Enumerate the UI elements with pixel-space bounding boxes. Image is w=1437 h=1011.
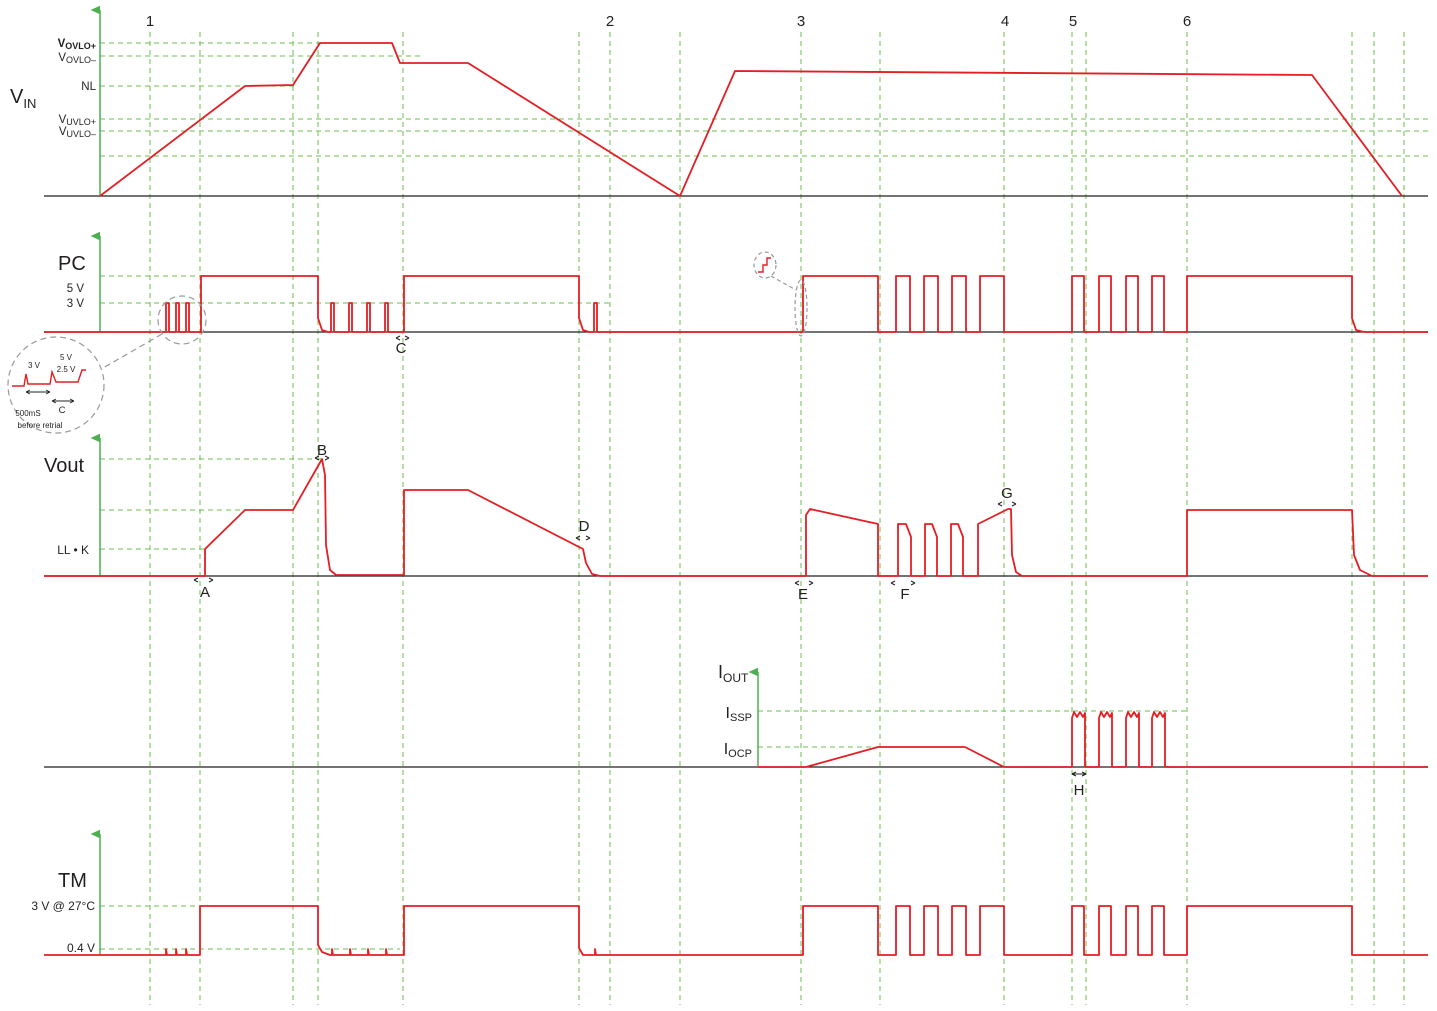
inset-3v-label: 3 V	[28, 361, 41, 370]
vout-level-lines	[100, 458, 322, 550]
vout-ll-k-label: LL • K	[57, 543, 89, 557]
tm-0p4v-label: 0.4 V	[67, 941, 95, 955]
vout-trace	[44, 458, 1428, 577]
pc-marker-c: C	[396, 335, 410, 357]
iout-iocp-label: IOCP	[724, 741, 752, 760]
pc-trace	[44, 275, 1428, 333]
vout-marker-g: G	[997, 485, 1017, 507]
svg-text:H: H	[1074, 782, 1085, 799]
vin-uvlo-plus-label: VUVLO+	[59, 114, 96, 127]
inset-note-line1: 500mS	[15, 409, 40, 418]
vin-panel: VIN VOVLO+ VOVLO– NL VUVLO+ VUVLO–	[10, 5, 1428, 197]
event-numbers: 1 2 3 4 5 6	[146, 13, 1191, 30]
iout-panel: IOUT ISSP IOCP H	[44, 662, 1428, 799]
vout-marker-e: E	[794, 580, 814, 603]
pc-5v-label: 5 V	[67, 283, 85, 295]
vout-label: Vout	[44, 455, 84, 477]
pc-step-callout	[753, 251, 808, 337]
vin-ovlo-plus-label: VOVLO+	[58, 38, 96, 51]
svg-text:E: E	[798, 586, 808, 603]
iout-label: IOUT	[718, 662, 749, 685]
iout-level-lines	[758, 710, 1187, 748]
inset-note-line2: before retrial	[18, 421, 63, 430]
inset-500ms-arrow	[25, 389, 51, 395]
event-number-4: 4	[1001, 13, 1009, 30]
event-number-1: 1	[146, 13, 154, 30]
callout-target-circle	[157, 295, 207, 345]
event-number-3: 3	[797, 13, 805, 30]
event-number-2: 2	[606, 13, 614, 30]
svg-text:C: C	[396, 340, 407, 357]
svg-text:F: F	[900, 586, 909, 603]
inset-5v-label: 5 V	[60, 353, 73, 362]
callout-leader	[95, 333, 163, 373]
iout-issp-label: ISSP	[726, 705, 752, 724]
inset-2p5v-label: 2.5 V	[57, 365, 76, 374]
svg-text:D: D	[579, 518, 590, 535]
event-number-6: 6	[1183, 13, 1191, 30]
callout-inset-circle	[7, 336, 105, 434]
vin-ovlo-minus-label: VOVLO–	[58, 52, 96, 65]
pc-startup-callout: 3 V 5 V 2.5 V C 500mS before retrial	[7, 295, 207, 434]
vin-label: VIN	[10, 86, 36, 111]
vout-markers: A B D E F G	[193, 442, 1017, 603]
step-callout-circle	[753, 251, 777, 279]
step-callout-trace	[758, 257, 771, 273]
svg-text:G: G	[1001, 485, 1013, 502]
tm-trace	[44, 905, 1428, 956]
pc-level-lines	[100, 275, 612, 304]
inset-c-arrow	[51, 398, 75, 404]
vout-panel: Vout LL • K A B D E F	[44, 433, 1428, 603]
pc-label: PC	[58, 253, 86, 275]
pc-panel: PC 5 V 3 V C 3 V 5 V 2.5 V C 500mS befor…	[7, 231, 1428, 434]
vout-marker-b: B	[314, 442, 330, 461]
vout-marker-f: F	[890, 580, 916, 603]
step-callout-leader	[770, 275, 797, 291]
svg-text:A: A	[200, 584, 210, 601]
vin-uvlo-minus-label: VUVLO–	[59, 126, 96, 139]
iout-marker-h: H	[1071, 771, 1087, 799]
svg-text:B: B	[317, 442, 327, 459]
tm-label: TM	[58, 870, 87, 892]
event-grid	[149, 32, 1405, 1005]
iout-trace	[758, 711, 1428, 768]
inset-trace	[12, 369, 86, 387]
vout-marker-a: A	[193, 577, 214, 601]
vin-trace	[99, 42, 1403, 197]
pc-3v-label: 3 V	[67, 298, 85, 310]
inset-c-label: C	[59, 405, 66, 416]
vin-nl-label: NL	[81, 81, 96, 93]
vin-level-labels: VOVLO+ VOVLO– NL VUVLO+ VUVLO–	[58, 38, 97, 139]
vout-marker-d: D	[575, 518, 591, 541]
event-number-5: 5	[1069, 13, 1077, 30]
step-target-ellipse	[794, 279, 808, 337]
tm-3v-label: 3 V @ 27°C	[31, 899, 95, 913]
tm-panel: TM 3 V @ 27°C 0.4 V	[31, 829, 1428, 956]
vin-level-lines	[100, 42, 1428, 157]
tm-level-lines	[100, 905, 400, 950]
